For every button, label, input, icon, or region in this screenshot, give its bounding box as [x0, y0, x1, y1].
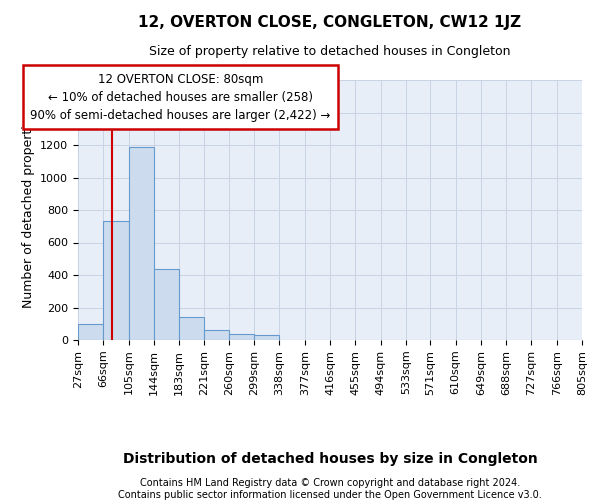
Bar [103, 222, 128, 340]
Text: Distribution of detached houses by size in Congleton: Distribution of detached houses by size … [122, 452, 538, 466]
Text: Size of property relative to detached houses in Congleton: Size of property relative to detached ho… [149, 45, 511, 58]
Bar [154, 268, 179, 340]
Bar [78, 324, 103, 340]
Bar [254, 335, 280, 340]
Bar [128, 148, 154, 340]
Bar [229, 334, 254, 340]
Bar [203, 330, 229, 340]
Text: 12, OVERTON CLOSE, CONGLETON, CW12 1JZ: 12, OVERTON CLOSE, CONGLETON, CW12 1JZ [139, 15, 521, 30]
Text: Contains HM Land Registry data © Crown copyright and database right 2024.: Contains HM Land Registry data © Crown c… [140, 478, 520, 488]
Text: 12 OVERTON CLOSE: 80sqm
← 10% of detached houses are smaller (258)
90% of semi-d: 12 OVERTON CLOSE: 80sqm ← 10% of detache… [30, 72, 331, 122]
Text: Contains public sector information licensed under the Open Government Licence v3: Contains public sector information licen… [118, 490, 542, 500]
Y-axis label: Number of detached properties: Number of detached properties [22, 112, 35, 308]
Bar [179, 318, 203, 340]
